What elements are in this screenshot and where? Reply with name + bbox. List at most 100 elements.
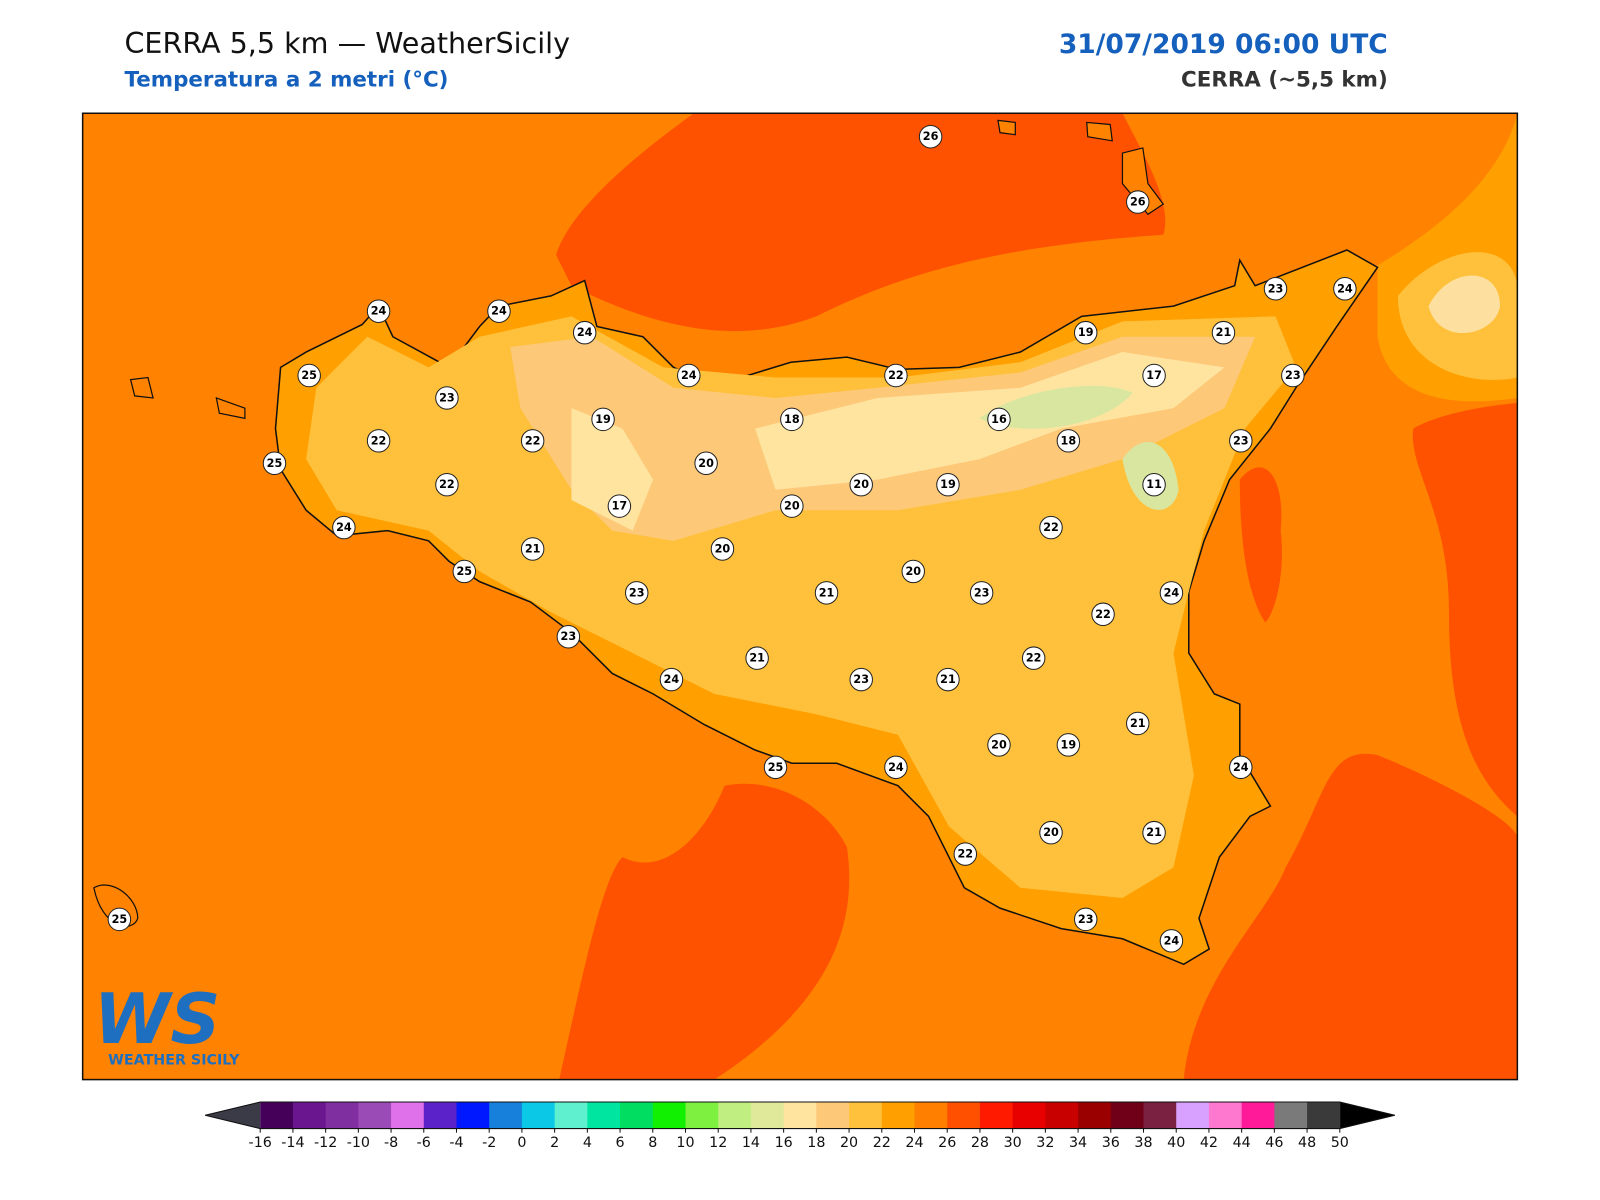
- station: 24: [1333, 277, 1357, 301]
- station: 20: [710, 537, 735, 561]
- station-label: 21: [525, 542, 541, 555]
- station: 19: [1056, 733, 1081, 757]
- colorbar-bin: [1241, 1102, 1275, 1129]
- subtitle: Temperatura a 2 metri (°C): [124, 68, 448, 93]
- colorbar-tick-label: -12: [314, 1135, 337, 1151]
- station: 23: [556, 625, 581, 649]
- title: CERRA 5,5 km — WeatherSicily: [124, 26, 570, 60]
- warm-zone: [1412, 403, 1518, 817]
- station: 24: [1229, 755, 1253, 780]
- station-marker: [1229, 755, 1253, 780]
- colorbar-bin: [1078, 1102, 1112, 1129]
- station: 16: [987, 407, 1011, 432]
- colorbar-bin: [358, 1102, 392, 1129]
- station-label: 24: [1233, 761, 1249, 774]
- colorbar-bin: [1045, 1102, 1079, 1129]
- station-marker: [591, 407, 615, 432]
- colorbar-tick-label: 44: [1233, 1135, 1251, 1151]
- station-label: 20: [715, 542, 731, 555]
- station-marker: [1229, 429, 1253, 453]
- station-label: 24: [577, 326, 593, 339]
- mainland: [1428, 275, 1500, 334]
- station-marker: [710, 537, 735, 561]
- colorbar-tick-label: 12: [709, 1135, 727, 1151]
- station-label: 24: [371, 305, 387, 318]
- colorbar-bin: [521, 1102, 556, 1129]
- station: 24: [487, 299, 511, 323]
- station: 21: [936, 667, 960, 692]
- station-label: 11: [1146, 478, 1162, 491]
- station: 24: [659, 667, 684, 692]
- station-label: 23: [439, 391, 455, 404]
- station: 24: [366, 299, 391, 323]
- warm-zone: [559, 783, 850, 1080]
- colorbar-tick-label: 30: [1004, 1135, 1022, 1151]
- island: [93, 119, 1165, 927]
- logo-name: WEATHER SICILY: [108, 1052, 240, 1068]
- colorbar-bin: [260, 1102, 294, 1129]
- station-marker: [1142, 363, 1166, 388]
- station-label: 23: [1233, 434, 1249, 447]
- colorbar-under: [205, 1102, 261, 1129]
- colorbar-bin: [849, 1102, 883, 1129]
- colorbar-tick-label: 10: [676, 1135, 694, 1151]
- station-marker: [297, 363, 321, 388]
- station: 23: [849, 667, 873, 692]
- station-marker: [1073, 320, 1098, 345]
- station-marker: [520, 537, 545, 561]
- station-marker: [1056, 733, 1081, 757]
- station-label: 20: [905, 565, 921, 578]
- colorbar-tick-label: 38: [1134, 1135, 1152, 1151]
- station-label: 20: [784, 500, 800, 513]
- station-label: 25: [301, 369, 317, 382]
- colorbar-tick-label: 50: [1331, 1135, 1349, 1151]
- colorbar-bin: [685, 1102, 719, 1129]
- station-label: 24: [336, 521, 352, 534]
- map: [82, 113, 1518, 1080]
- colorbar-tick-label: 20: [840, 1135, 858, 1151]
- station: 22: [366, 429, 391, 453]
- station: 25: [107, 907, 132, 932]
- station-marker: [987, 733, 1011, 757]
- station: 22: [1091, 602, 1115, 627]
- station-marker: [918, 125, 943, 149]
- station-marker: [936, 472, 960, 497]
- station-marker: [1091, 602, 1115, 627]
- station: 21: [1211, 320, 1236, 345]
- station-label: 21: [1130, 717, 1146, 730]
- station-label: 22: [525, 434, 541, 447]
- colorbar-tick-label: -14: [281, 1135, 304, 1151]
- station: 23: [969, 581, 994, 605]
- station-marker: [366, 429, 391, 453]
- station-label: 22: [957, 848, 973, 861]
- station: 25: [262, 451, 287, 475]
- station-marker: [1159, 929, 1184, 953]
- temp-zone: [979, 385, 1179, 510]
- station-marker: [884, 755, 908, 780]
- station-marker: [1021, 646, 1046, 670]
- colorbar-tick-label: 16: [775, 1135, 793, 1151]
- station-marker: [1126, 711, 1150, 736]
- station-marker: [332, 515, 356, 540]
- station: 23: [1229, 429, 1253, 453]
- station-label: 20: [991, 738, 1007, 751]
- station-label: 19: [595, 413, 611, 426]
- station: 22: [953, 842, 978, 866]
- station-marker: [520, 429, 545, 453]
- station-label: 25: [112, 913, 128, 926]
- station-marker: [694, 451, 718, 475]
- station-label: 24: [491, 305, 507, 318]
- station-label: 22: [888, 369, 904, 382]
- station-marker: [366, 299, 391, 323]
- station: 23: [1073, 907, 1098, 932]
- station: 19: [1073, 320, 1098, 345]
- colorbar-tick-label: -8: [384, 1135, 398, 1151]
- station: 25: [452, 559, 477, 584]
- station-label: 20: [1043, 826, 1059, 839]
- station-marker: [435, 472, 459, 497]
- datetime: 31/07/2019 06:00 UTC: [1059, 29, 1388, 60]
- station-marker: [1126, 190, 1150, 214]
- colorbar-tick-label: 26: [938, 1135, 956, 1151]
- station-label: 21: [940, 673, 956, 686]
